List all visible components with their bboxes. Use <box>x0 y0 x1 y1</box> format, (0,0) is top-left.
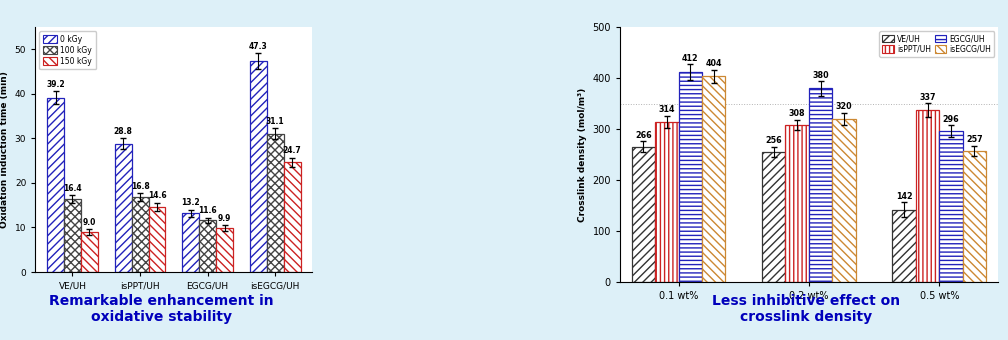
Text: 24.7: 24.7 <box>283 147 301 155</box>
Bar <box>132 197 148 272</box>
Text: 9.0: 9.0 <box>83 218 96 227</box>
Text: 296: 296 <box>942 115 960 123</box>
Bar <box>892 210 916 282</box>
Text: Less inhibitive effect on
crosslink density: Less inhibitive effect on crosslink dens… <box>713 294 900 324</box>
Legend: 0 kGy, 100 kGy, 150 kGy: 0 kGy, 100 kGy, 150 kGy <box>39 31 96 69</box>
Text: 14.6: 14.6 <box>147 191 166 200</box>
Bar <box>216 228 233 272</box>
Text: 16.8: 16.8 <box>131 182 149 191</box>
Text: 13.2: 13.2 <box>181 199 201 207</box>
Y-axis label: Oxidation induction time (min): Oxidation induction time (min) <box>0 71 9 228</box>
Text: 39.2: 39.2 <box>46 80 65 89</box>
Bar <box>65 199 81 272</box>
Text: 257: 257 <box>966 136 983 144</box>
Text: 142: 142 <box>896 192 912 201</box>
Bar <box>808 88 833 282</box>
Bar <box>702 76 726 282</box>
Text: 47.3: 47.3 <box>249 42 268 51</box>
Text: 256: 256 <box>765 136 782 145</box>
Bar <box>283 162 300 272</box>
Text: 412: 412 <box>682 54 699 63</box>
Y-axis label: Crosslink density (mol/m³): Crosslink density (mol/m³) <box>578 88 587 222</box>
Text: 16.4: 16.4 <box>64 184 82 193</box>
Bar <box>762 152 785 282</box>
Text: Remarkable enhancement in
oxidative stability: Remarkable enhancement in oxidative stab… <box>49 294 273 324</box>
Text: 314: 314 <box>658 105 675 114</box>
Bar <box>115 144 132 272</box>
Text: 404: 404 <box>706 59 722 68</box>
Legend: VE/UH, isPPT/UH, EGCG/UH, isEGCG/UH: VE/UH, isPPT/UH, EGCG/UH, isEGCG/UH <box>879 31 994 57</box>
Text: 9.9: 9.9 <box>218 214 231 223</box>
Text: 320: 320 <box>836 102 853 112</box>
Bar <box>678 72 702 282</box>
Bar <box>833 119 856 282</box>
Bar <box>200 220 216 272</box>
Text: 337: 337 <box>919 93 935 102</box>
Bar <box>785 125 808 282</box>
Bar <box>47 98 65 272</box>
Bar <box>182 213 200 272</box>
Bar <box>148 207 165 272</box>
Text: 380: 380 <box>812 71 829 80</box>
Bar <box>655 122 678 282</box>
Bar <box>81 232 98 272</box>
Bar <box>916 110 939 282</box>
Bar <box>939 131 963 282</box>
Text: 308: 308 <box>789 109 805 118</box>
Bar <box>632 147 655 282</box>
Text: 266: 266 <box>635 131 652 140</box>
Bar <box>963 151 986 282</box>
Bar <box>250 62 267 272</box>
Text: 11.6: 11.6 <box>199 206 217 216</box>
Text: 31.1: 31.1 <box>266 117 284 126</box>
Bar <box>267 134 283 272</box>
Text: 28.8: 28.8 <box>114 127 133 136</box>
